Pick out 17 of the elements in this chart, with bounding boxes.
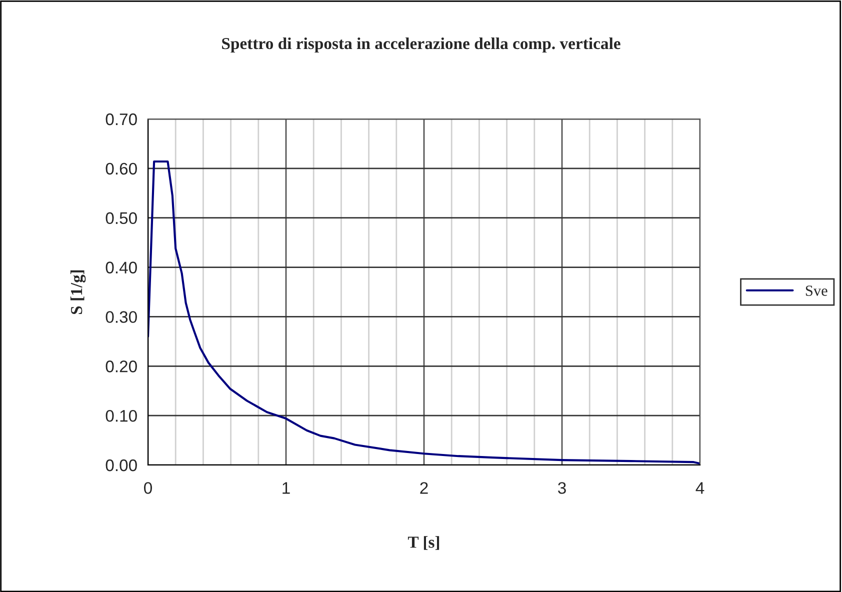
- x-tick-label: 3: [558, 482, 566, 494]
- y-tick-label: 0.40: [106, 262, 137, 274]
- x-tick-label: 4: [696, 482, 704, 494]
- y-tick-label: 0.20: [106, 360, 137, 372]
- y-tick-label: 0.10: [106, 410, 137, 422]
- y-tick-label: 0.00: [106, 459, 137, 472]
- x-tick-label: 2: [420, 482, 428, 494]
- y-axis-title: S [1/g]: [70, 270, 86, 314]
- legend-label: Sve: [806, 286, 828, 296]
- y-tick-label: 0.60: [106, 162, 137, 175]
- y-tick-label: 0.70: [106, 113, 137, 126]
- chart-title: Spettro di risposta in accelerazione della comp. verticale: [222, 37, 620, 53]
- x-axis-title: T [s]: [408, 536, 440, 550]
- x-tick-label: 1: [282, 482, 290, 494]
- y-tick-label: 0.30: [106, 311, 137, 323]
- y-tick-label: 0.50: [106, 212, 137, 224]
- x-tick-label: 0: [144, 482, 152, 494]
